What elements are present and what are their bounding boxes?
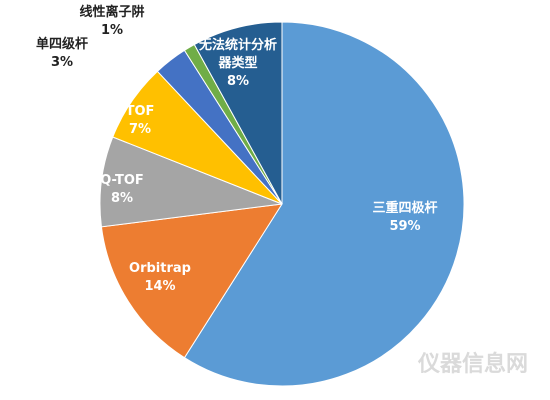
value-label: 59% (389, 219, 421, 234)
category-label: Q-TOF (100, 173, 144, 188)
category-label: Orbitrap (129, 261, 191, 276)
category-label: TOF (125, 104, 155, 119)
slice-label: Orbitrap 14% (110, 260, 210, 296)
category-label: 无法统计分析器类型 (198, 38, 277, 71)
pie-slice (100, 203, 283, 359)
pie-slice (183, 21, 465, 387)
pie-slice (99, 136, 283, 228)
value-label: 8% (110, 191, 134, 206)
category-label: 单四级杆 (35, 37, 88, 52)
slice-label: Q-TOF 8% (72, 172, 172, 208)
value-label: 7% (128, 122, 152, 137)
category-label: 三重四极杆 (372, 201, 438, 216)
pie-slice (193, 21, 283, 205)
slice-label: 三重四极杆 59% (355, 200, 455, 236)
value-label: 3% (50, 55, 74, 70)
watermark: 仪器信息网 (417, 352, 528, 377)
value-label: 8% (226, 74, 250, 89)
slice-label: TOF 7% (90, 103, 190, 139)
value-label: 1% (100, 23, 124, 38)
slice-label: 单四级杆 3% (12, 36, 112, 72)
slice-label: 无法统计分析器类型 8% (195, 37, 281, 91)
category-label: 线性离子阱 (79, 5, 145, 20)
slice-label: 线性离子阱 1% (62, 4, 162, 40)
value-label: 14% (144, 279, 176, 294)
